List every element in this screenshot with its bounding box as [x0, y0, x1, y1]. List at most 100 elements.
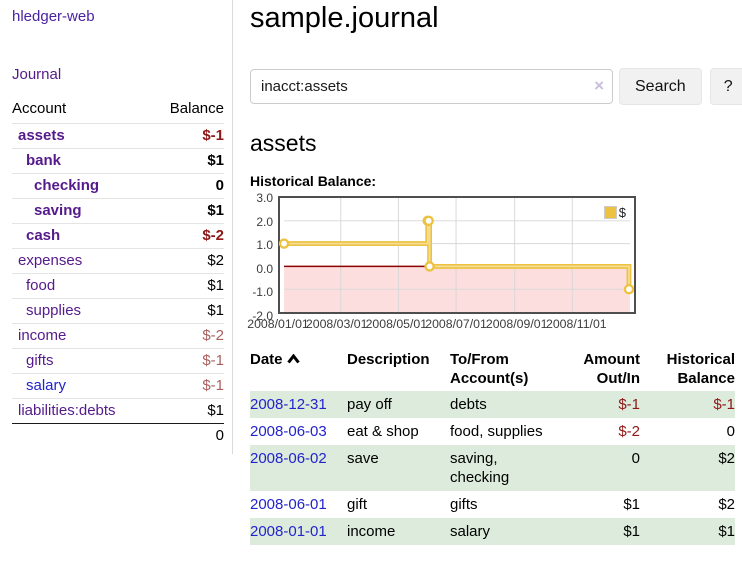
account-link-cash[interactable]: cash: [26, 227, 61, 244]
account-link-bank[interactable]: bank: [26, 152, 62, 169]
transaction-date-link[interactable]: 2008-12-31: [250, 396, 327, 413]
transaction-description: save: [347, 450, 379, 467]
account-link-assets[interactable]: assets: [18, 127, 65, 144]
account-balance: $-1: [151, 373, 224, 399]
transaction-balance: $-1: [713, 396, 735, 413]
account-link-salary[interactable]: salary: [26, 377, 67, 394]
account-link-expenses[interactable]: expenses: [18, 252, 83, 269]
nav-journal-link[interactable]: Journal: [12, 66, 62, 83]
y-axis-tick-label: 0.0: [256, 261, 273, 276]
transaction-description: income: [347, 523, 396, 540]
accounts-total-row: 0: [12, 423, 224, 448]
transaction-date-link[interactable]: 2008-06-01: [250, 496, 327, 513]
register-row: 2008-12-31 pay off debts $-1 $-1: [250, 391, 735, 418]
chart-legend: $: [602, 205, 627, 220]
x-axis-tick-label: 2008/07/01: [425, 317, 487, 331]
search-bar: × Search ?: [250, 68, 742, 105]
transaction-amount: 0: [631, 450, 640, 467]
register-row: 2008-06-01 gift gifts $1 $2: [250, 491, 735, 518]
account-link-liabilities-debts[interactable]: liabilities:debts: [18, 402, 116, 419]
x-axis-tick-label: 2008/01/01: [247, 317, 309, 331]
transaction-description: gift: [347, 496, 368, 513]
account-row: assets $-1: [12, 123, 224, 149]
search-button[interactable]: Search: [619, 68, 702, 105]
y-axis-tick-label: 1.0: [256, 238, 273, 253]
help-button[interactable]: ?: [709, 68, 742, 105]
account-balance: $1: [151, 398, 224, 424]
sort-ascending-icon: [286, 351, 300, 368]
brand-link[interactable]: hledger-web: [12, 8, 95, 25]
transaction-accounts: food, supplies: [450, 423, 543, 440]
account-row: bank $1: [12, 148, 224, 174]
transaction-balance: 0: [726, 423, 735, 440]
transaction-description: pay off: [347, 396, 392, 413]
account-balance: $1: [151, 273, 224, 299]
y-axis-tick-label: 3.0: [256, 191, 273, 205]
account-row: saving $1: [12, 198, 224, 224]
legend-swatch-icon: [603, 206, 617, 219]
search-input[interactable]: [250, 69, 613, 104]
account-balance: $1: [151, 148, 224, 174]
register-header-row: Date Description To/From Account(s) Amou…: [250, 348, 735, 391]
account-row: food $1: [12, 273, 224, 299]
register-header-date[interactable]: Date: [250, 348, 347, 391]
transaction-balance: $1: [718, 523, 735, 540]
account-balance: $2: [151, 248, 224, 274]
x-axis-tick-label: 2008/09/01: [485, 317, 548, 331]
main-content: sample.journal × Search ? assets Histori…: [233, 0, 742, 545]
chart-plot-area: $ 2008/01/01 2008/03/01 2008/05/01 2008/07/…: [247, 196, 636, 333]
account-heading: assets: [250, 130, 317, 156]
data-point-marker: [623, 283, 635, 295]
register-row: 2008-06-03 eat & shop food, supplies $-2…: [250, 418, 735, 445]
account-balance: $-2: [151, 323, 224, 349]
chart-x-axis: 2008/01/01 2008/03/01 2008/05/01 2008/07/01…: [247, 317, 636, 333]
x-axis-tick-label: 2008/05/01: [365, 317, 428, 331]
register-row: 2008-06-02 save saving, checking 0 $2: [250, 445, 735, 491]
account-balance: 0: [151, 173, 224, 199]
x-axis-tick-label: 2008/11/01: [546, 317, 607, 331]
transaction-description: eat & shop: [347, 423, 419, 440]
account-row: salary $-1: [12, 373, 224, 399]
app: hledger-web Journal Account Balance asse…: [0, 0, 742, 545]
data-point-marker: [278, 238, 290, 249]
chart-y-axis: 3.0 2.0 1.0 0.0 -1.0 -2.0: [250, 191, 278, 333]
register-header-accounts: To/From Account(s): [450, 351, 529, 387]
accounts-header-balance: Balance: [169, 100, 224, 117]
transaction-date-link[interactable]: 2008-06-03: [250, 423, 327, 440]
account-balance: $-1: [151, 348, 224, 374]
register-table: Date Description To/From Account(s) Amou…: [250, 348, 735, 545]
account-balance: $1: [151, 198, 224, 224]
account-link-food[interactable]: food: [26, 277, 56, 294]
accounts-header-account: Account: [12, 100, 67, 117]
historical-balance-chart: 3.0 2.0 1.0 0.0 -1.0 -2.0 $ 2008/01/01 2008/03…: [247, 191, 742, 333]
y-axis-tick-label: -2.0: [252, 309, 273, 323]
transaction-date-link[interactable]: 2008-06-02: [250, 450, 327, 467]
account-link-checking[interactable]: checking: [34, 177, 100, 194]
account-balance: $1: [151, 298, 224, 324]
y-axis-tick-label: 2.0: [256, 214, 273, 229]
account-link-supplies[interactable]: supplies: [26, 302, 82, 319]
chart-title: Historical Balance:: [250, 173, 377, 189]
accounts-total-balance: 0: [151, 423, 224, 448]
page-title: sample.journal: [250, 2, 439, 34]
sidebar: hledger-web Journal Account Balance asse…: [0, 0, 233, 454]
account-balance: $-2: [151, 223, 224, 249]
x-axis-tick-label: 2008/03/01: [305, 317, 368, 331]
accounts-table: Account Balance assets $-1 bank $1 check…: [12, 98, 224, 448]
account-row: liabilities:debts $1: [12, 398, 224, 424]
y-axis-tick-label: -1.0: [252, 285, 273, 300]
transaction-balance: $2: [718, 496, 735, 513]
account-link-saving[interactable]: saving: [34, 202, 82, 219]
sidebar-nav: Journal: [12, 66, 224, 83]
account-link-gifts[interactable]: gifts: [26, 352, 54, 369]
account-link-income[interactable]: income: [18, 327, 67, 344]
register-row: 2008-01-01 income salary $1 $1: [250, 518, 735, 545]
clear-search-icon[interactable]: ×: [594, 76, 604, 95]
legend-label: $: [618, 205, 626, 220]
transaction-amount: $1: [623, 496, 640, 513]
data-point-marker: [423, 215, 434, 227]
transaction-accounts: gifts: [450, 496, 478, 513]
transaction-amount: $1: [623, 523, 640, 540]
transaction-date-link[interactable]: 2008-01-01: [250, 523, 327, 540]
transaction-accounts: salary: [450, 523, 491, 540]
